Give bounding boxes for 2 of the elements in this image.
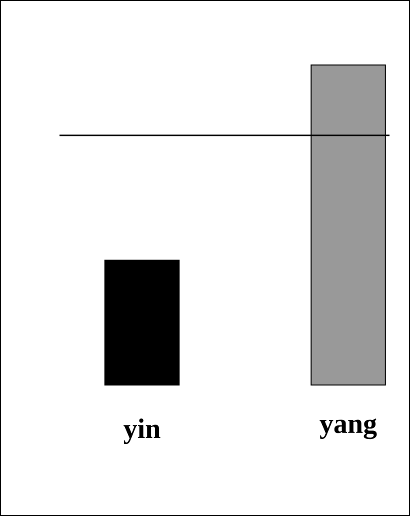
x-tick-label: yang (320, 418, 377, 440)
x-tick-label: yin (124, 418, 160, 444)
